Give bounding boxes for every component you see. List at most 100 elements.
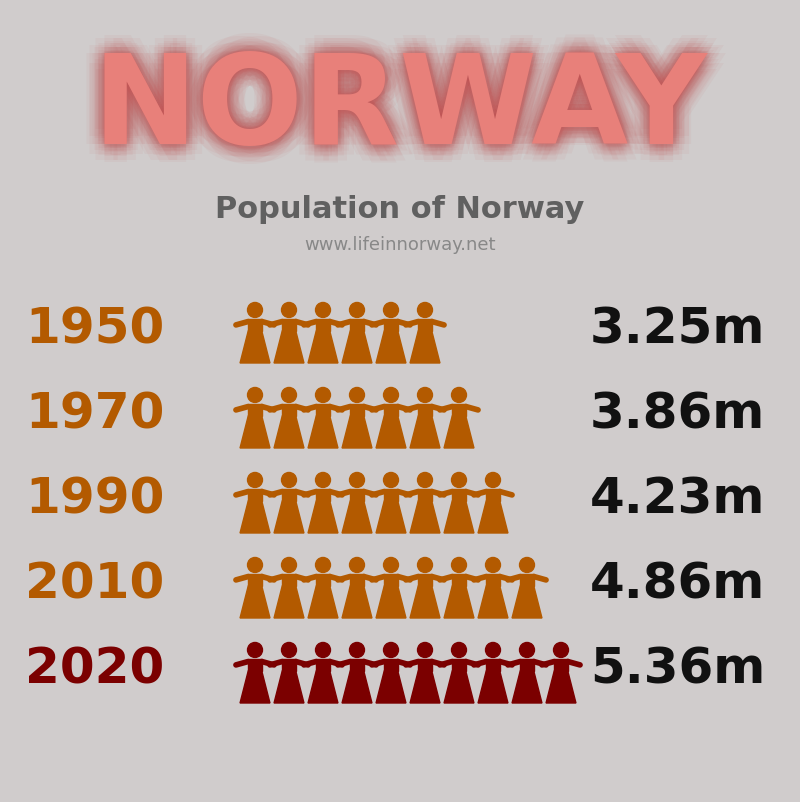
Polygon shape (478, 586, 508, 618)
Polygon shape (316, 404, 330, 416)
Circle shape (451, 642, 466, 658)
Text: NORWAY: NORWAY (108, 59, 723, 180)
Polygon shape (384, 574, 398, 586)
Circle shape (451, 557, 466, 573)
Polygon shape (384, 319, 398, 331)
Polygon shape (546, 671, 576, 703)
Polygon shape (248, 574, 262, 586)
Text: NORWAY: NORWAY (103, 55, 718, 176)
Circle shape (418, 473, 433, 488)
Polygon shape (274, 331, 304, 363)
Polygon shape (342, 671, 372, 703)
Circle shape (486, 473, 501, 488)
Polygon shape (350, 404, 364, 416)
Polygon shape (316, 574, 330, 586)
Text: NORWAY: NORWAY (81, 50, 695, 170)
Text: NORWAY: NORWAY (94, 47, 709, 168)
Text: www.lifeinnorway.net: www.lifeinnorway.net (304, 236, 496, 253)
Polygon shape (384, 659, 398, 671)
Text: NORWAY: NORWAY (93, 56, 707, 177)
Text: NORWAY: NORWAY (82, 43, 697, 164)
Text: NORWAY: NORWAY (93, 52, 707, 173)
Polygon shape (376, 501, 406, 533)
Circle shape (383, 557, 398, 573)
Polygon shape (410, 501, 440, 533)
Text: Population of Norway: Population of Norway (215, 195, 585, 225)
Circle shape (383, 473, 398, 488)
Circle shape (486, 642, 501, 658)
Polygon shape (308, 671, 338, 703)
Circle shape (418, 303, 433, 318)
Polygon shape (512, 671, 542, 703)
Polygon shape (274, 586, 304, 618)
Polygon shape (274, 416, 304, 448)
Polygon shape (410, 671, 440, 703)
Text: NORWAY: NORWAY (100, 50, 714, 170)
Polygon shape (486, 489, 500, 501)
Polygon shape (342, 586, 372, 618)
Text: NORWAY: NORWAY (93, 38, 707, 158)
Polygon shape (342, 416, 372, 448)
Polygon shape (520, 659, 534, 671)
Circle shape (315, 473, 330, 488)
Text: NORWAY: NORWAY (89, 43, 704, 164)
Circle shape (418, 557, 433, 573)
Text: NORWAY: NORWAY (77, 40, 692, 161)
Circle shape (383, 303, 398, 318)
Polygon shape (520, 574, 534, 586)
Circle shape (486, 557, 501, 573)
Circle shape (350, 303, 365, 318)
Polygon shape (240, 331, 270, 363)
Text: NORWAY: NORWAY (98, 53, 714, 174)
Polygon shape (282, 319, 296, 331)
Circle shape (247, 303, 262, 318)
Polygon shape (282, 404, 296, 416)
Polygon shape (316, 319, 330, 331)
Circle shape (282, 557, 297, 573)
Polygon shape (444, 501, 474, 533)
Text: NORWAY: NORWAY (102, 34, 716, 155)
Polygon shape (248, 659, 262, 671)
Polygon shape (452, 404, 466, 416)
Polygon shape (240, 586, 270, 618)
Text: NORWAY: NORWAY (98, 60, 714, 180)
Text: NORWAY: NORWAY (74, 50, 690, 170)
Polygon shape (444, 586, 474, 618)
Text: NORWAY: NORWAY (91, 47, 706, 168)
Circle shape (418, 388, 433, 403)
Circle shape (383, 388, 398, 403)
Polygon shape (240, 671, 270, 703)
Circle shape (315, 303, 330, 318)
Text: NORWAY: NORWAY (96, 43, 711, 164)
Polygon shape (350, 319, 364, 331)
Text: NORWAY: NORWAY (103, 43, 718, 164)
Text: 1970: 1970 (26, 391, 165, 439)
Polygon shape (274, 671, 304, 703)
Text: NORWAY: NORWAY (110, 50, 726, 170)
Polygon shape (308, 416, 338, 448)
Polygon shape (478, 501, 508, 533)
Text: NORWAY: NORWAY (90, 48, 705, 168)
Circle shape (282, 642, 297, 658)
Polygon shape (248, 489, 262, 501)
Polygon shape (240, 416, 270, 448)
Polygon shape (350, 489, 364, 501)
Text: 1990: 1990 (26, 476, 165, 524)
Text: NORWAY: NORWAY (93, 67, 707, 188)
Circle shape (282, 473, 297, 488)
Polygon shape (452, 489, 466, 501)
Polygon shape (342, 501, 372, 533)
Polygon shape (410, 331, 440, 363)
Circle shape (350, 473, 365, 488)
Text: NORWAY: NORWAY (96, 55, 711, 176)
Circle shape (282, 303, 297, 318)
Circle shape (519, 557, 534, 573)
Text: 2020: 2020 (26, 645, 165, 693)
Polygon shape (316, 659, 330, 671)
Text: NORWAY: NORWAY (90, 51, 705, 172)
Polygon shape (444, 416, 474, 448)
Polygon shape (452, 659, 466, 671)
Polygon shape (486, 574, 500, 586)
Circle shape (451, 388, 466, 403)
Text: NORWAY: NORWAY (93, 31, 707, 152)
